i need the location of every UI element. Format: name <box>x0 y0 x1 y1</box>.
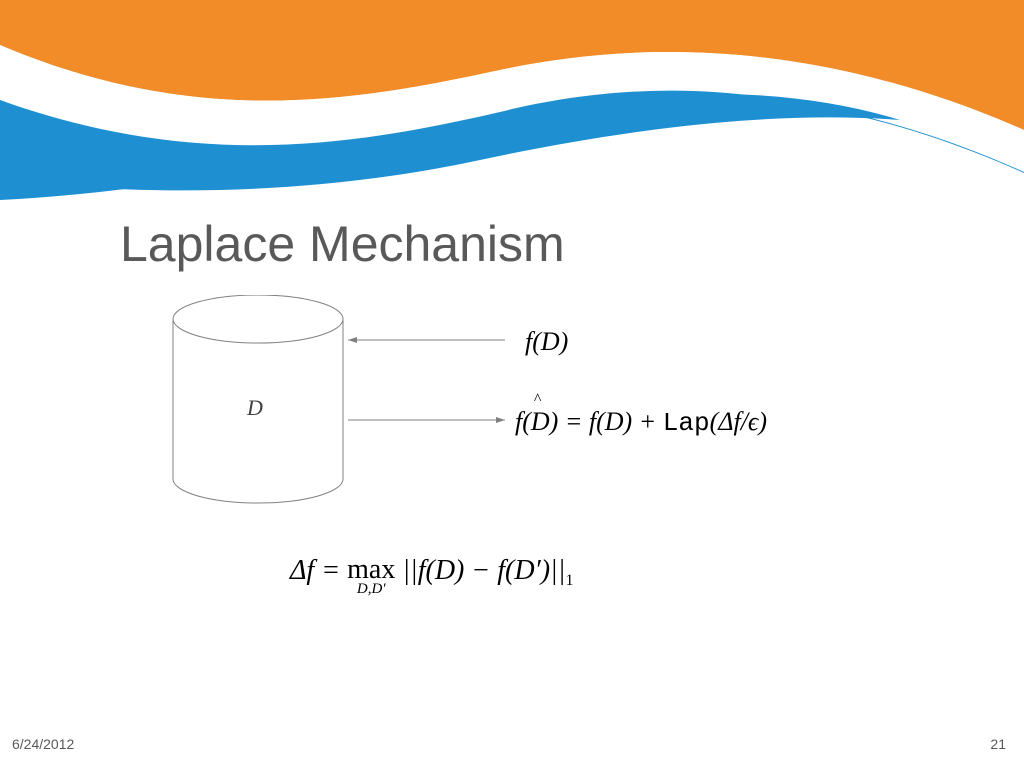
slide: Laplace Mechanism D f(D) f(D) = f(D) + L… <box>0 0 1024 768</box>
formula-fDhat: f(D) = f(D) + Lap(Δf/ϵ) <box>515 407 767 438</box>
footer-page: 21 <box>990 736 1006 752</box>
header-wave <box>0 0 1024 200</box>
slide-title: Laplace Mechanism <box>120 215 565 273</box>
arrows <box>170 295 530 505</box>
formula-fD: f(D) <box>525 327 568 357</box>
diagram-area: D f(D) f(D) = f(D) + Lap(Δf/ϵ) <box>170 295 890 525</box>
footer-date: 6/24/2012 <box>12 736 74 752</box>
formula-delta: Δf = maxD,D′ ||f(D) − f(D′)||1 <box>290 555 573 597</box>
